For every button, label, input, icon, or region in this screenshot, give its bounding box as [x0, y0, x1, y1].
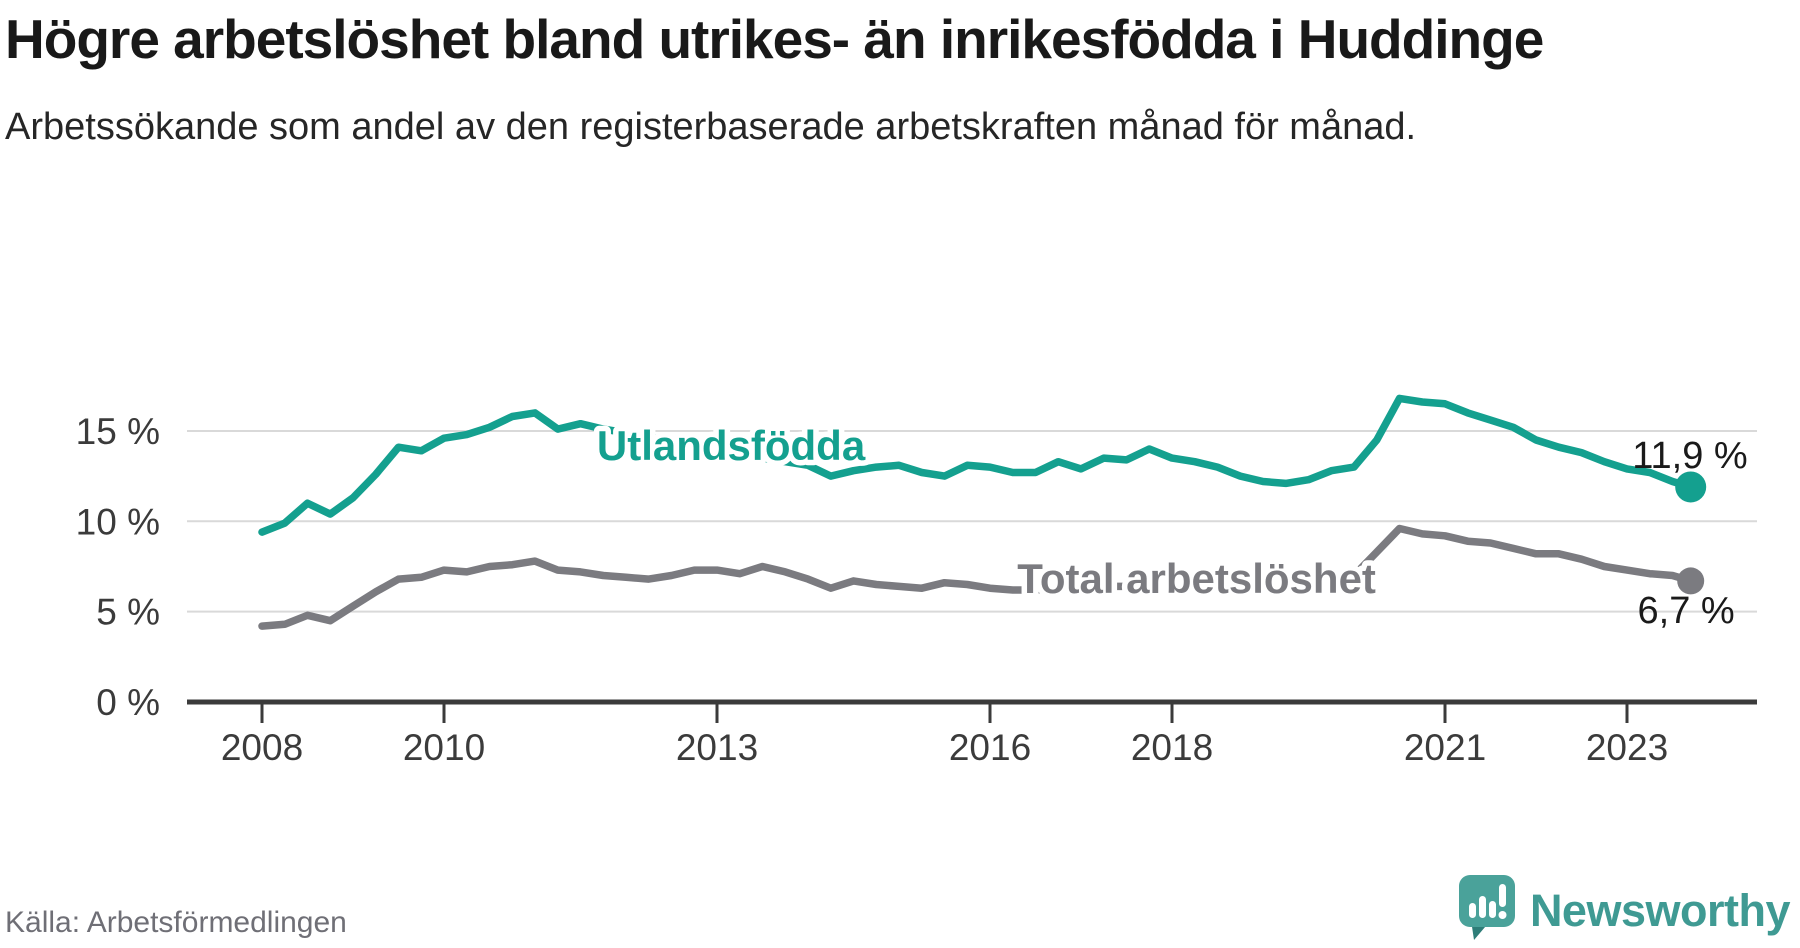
chart-subtitle: Arbetssökande som andel av den registerb…: [5, 105, 1417, 148]
newsworthy-speech-bubble-icon: [1458, 875, 1515, 940]
series-label-0: Utlandsfödda: [597, 422, 866, 469]
page-title: Högre arbetslöshet bland utrikes- än inr…: [5, 8, 1544, 70]
newsworthy-logo: Newsworthy: [1458, 874, 1791, 942]
y-axis-tick-label: 15 %: [76, 411, 160, 452]
y-axis-tick-label: 5 %: [96, 592, 160, 633]
source-note: Källa: Arbetsförmedlingen: [5, 906, 347, 939]
newsworthy-brand-text: Newsworthy: [1529, 885, 1791, 936]
y-axis-tick-label: 0 %: [96, 682, 160, 723]
series-line-0: [258, 394, 1695, 536]
chart-header: Högre arbetslöshet bland utrikes- än inr…: [5, 0, 1544, 152]
x-axis-tick-label: 2016: [949, 727, 1031, 768]
x-axis-tick-label: 2013: [676, 727, 758, 768]
x-axis-tick-label: 2018: [1131, 727, 1213, 768]
x-axis-tick-label: 2010: [403, 727, 485, 768]
series-end-value-1: 6,7 %: [1638, 590, 1735, 632]
x-axis-tick-label: 2021: [1404, 727, 1486, 768]
y-axis-tick-label: 10 %: [76, 501, 160, 542]
x-axis-tick-label: 2023: [1586, 727, 1668, 768]
series-end-dot-0: [1675, 471, 1707, 503]
series-label-1: Total arbetslöshet: [1017, 555, 1376, 602]
series-end-value-0: 11,9 %: [1632, 435, 1747, 477]
x-axis-tick-label: 2008: [221, 727, 303, 768]
series-end-dot-1: [1677, 567, 1705, 595]
series-line-1: [258, 524, 1695, 630]
